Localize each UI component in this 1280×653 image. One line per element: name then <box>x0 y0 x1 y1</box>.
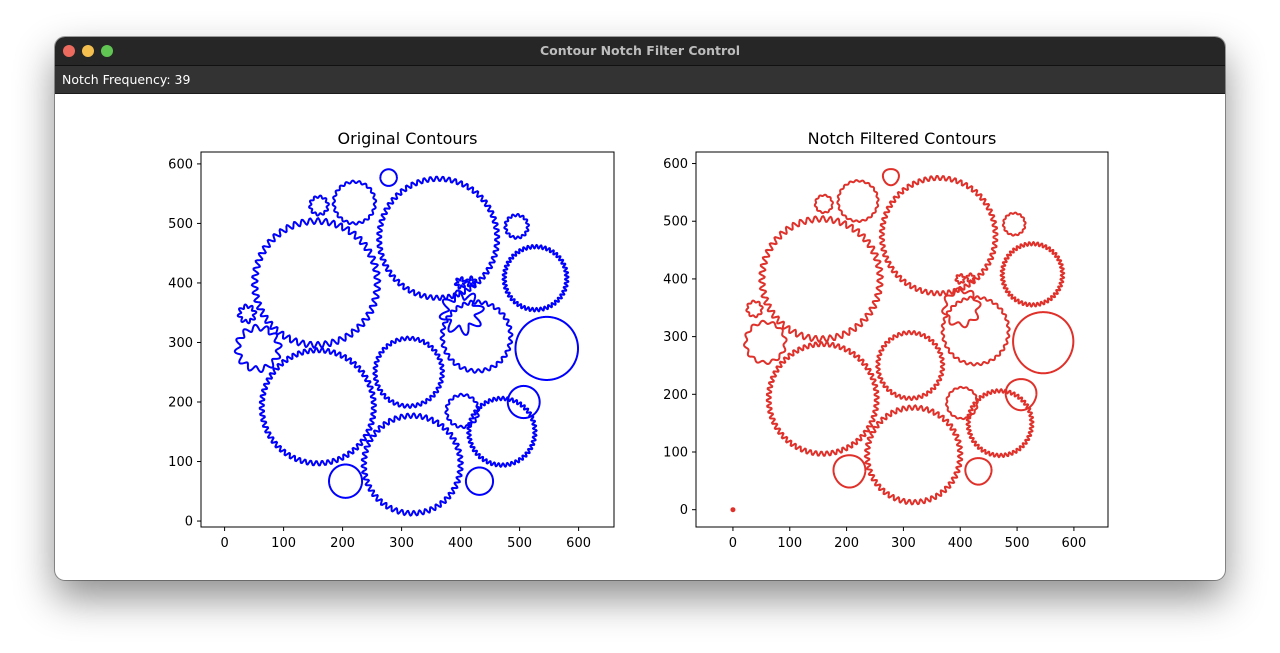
window-title: Contour Notch Filter Control <box>539 43 741 58</box>
original-xtick-label-300: 300 <box>389 536 414 551</box>
original-ytick-label-300: 300 <box>168 336 193 351</box>
original-xtick-label-400: 400 <box>448 536 473 551</box>
filtered-ytick-label-400: 400 <box>663 272 688 287</box>
original-contour-2 <box>258 347 377 467</box>
filtered-contour-17 <box>881 168 900 187</box>
filtered-ytick-label-200: 200 <box>663 388 688 403</box>
filtered-origin-point <box>730 507 736 513</box>
minimize-window-button[interactable] <box>82 45 94 57</box>
filtered-ytick-label-500: 500 <box>663 215 688 230</box>
zoom-window-button[interactable] <box>101 45 113 57</box>
filtered-xtick-label-200: 200 <box>834 536 859 551</box>
original-contour-1 <box>250 217 382 349</box>
filtered-axes-frame <box>695 151 1109 528</box>
filtered-contour-7 <box>1012 311 1075 375</box>
filtered-ytick-label-100: 100 <box>663 446 688 461</box>
title-bar: Contour Notch Filter Control <box>55 37 1225 66</box>
original-contour-17 <box>379 168 398 187</box>
filtered-contour-20 <box>954 273 967 285</box>
original-contour-11 <box>438 289 485 336</box>
filtered-xtick-label-100: 100 <box>777 536 802 551</box>
filtered-xtick-label-300: 300 <box>891 536 916 551</box>
filtered-contour-0 <box>878 174 999 297</box>
original-contour-13 <box>328 463 364 499</box>
original-ytick-label-500: 500 <box>168 217 193 232</box>
original-xtick-label-0: 0 <box>220 536 228 551</box>
original-contour-18 <box>308 194 330 217</box>
original-contour-21 <box>465 275 478 288</box>
original-xtick-label-100: 100 <box>271 536 296 551</box>
original-contour-12 <box>506 384 541 420</box>
original-contour-16 <box>503 212 530 240</box>
original-axes-frame <box>200 151 615 528</box>
original-contour-20 <box>453 276 468 290</box>
filtered-contour-18 <box>813 193 834 215</box>
original-ytick-label-400: 400 <box>168 276 193 291</box>
filtered-contour-13 <box>832 454 867 489</box>
original-xtick-label-200: 200 <box>330 536 355 551</box>
filtered-contour-5 <box>965 388 1035 459</box>
filtered-contour-14 <box>964 457 993 486</box>
notch-frequency-label: Notch Frequency: 39 <box>62 72 191 87</box>
original-ytick-label-100: 100 <box>168 455 193 470</box>
original-contour-15 <box>444 392 481 430</box>
original-contour-7 <box>514 315 580 381</box>
filtered-chart-title: Notch Filtered Contours <box>808 129 997 148</box>
original-contour-0 <box>376 175 501 301</box>
original-contour-10 <box>233 323 283 374</box>
original-contour-9 <box>331 179 378 226</box>
filtered-xtick-label-0: 0 <box>729 536 737 551</box>
control-bar: Notch Frequency: 39 <box>55 66 1225 94</box>
filtered-contour-4 <box>875 329 946 402</box>
close-window-button[interactable] <box>63 45 75 57</box>
original-ytick-label-0: 0 <box>185 515 193 530</box>
original-xtick-label-500: 500 <box>507 536 532 551</box>
filtered-contour-10 <box>743 319 788 365</box>
original-contour-4 <box>372 335 446 409</box>
filtered-contour-12 <box>1004 378 1038 412</box>
filtered-ytick-label-300: 300 <box>663 330 688 345</box>
filtered-xtick-label-600: 600 <box>1061 536 1086 551</box>
original-chart-title: Original Contours <box>338 129 478 148</box>
filtered-contour-9 <box>836 179 880 223</box>
filtered-contour-1 <box>758 215 884 343</box>
filtered-xtick-label-400: 400 <box>948 536 973 551</box>
filtered-contour-15 <box>945 385 979 421</box>
original-xtick-label-600: 600 <box>566 536 591 551</box>
original-contour-19 <box>236 303 258 325</box>
original-contour-14 <box>464 466 495 496</box>
filtered-contour-11 <box>941 287 982 329</box>
original-ytick-label-600: 600 <box>168 157 193 172</box>
filtered-xtick-label-500: 500 <box>1005 536 1030 551</box>
filtered-contour-16 <box>1001 211 1027 237</box>
original-contour-8 <box>439 299 514 374</box>
filtered-ytick-label-0: 0 <box>680 503 688 518</box>
original-ytick-label-200: 200 <box>168 396 193 411</box>
filtered-contour-21 <box>965 272 976 283</box>
original-contour-5 <box>466 395 538 468</box>
filtered-contour-19 <box>745 299 764 319</box>
filtered-ytick-label-600: 600 <box>663 157 688 172</box>
original-contour-3 <box>360 412 464 517</box>
filtered-contour-3 <box>863 404 964 506</box>
filtered-contour-8 <box>940 295 1011 367</box>
original-contour-6 <box>501 243 570 313</box>
filtered-contour-6 <box>999 241 1066 308</box>
app-window: Contour Notch Filter Control Notch Frequ… <box>55 37 1225 580</box>
filtered-contour-2 <box>765 341 880 457</box>
